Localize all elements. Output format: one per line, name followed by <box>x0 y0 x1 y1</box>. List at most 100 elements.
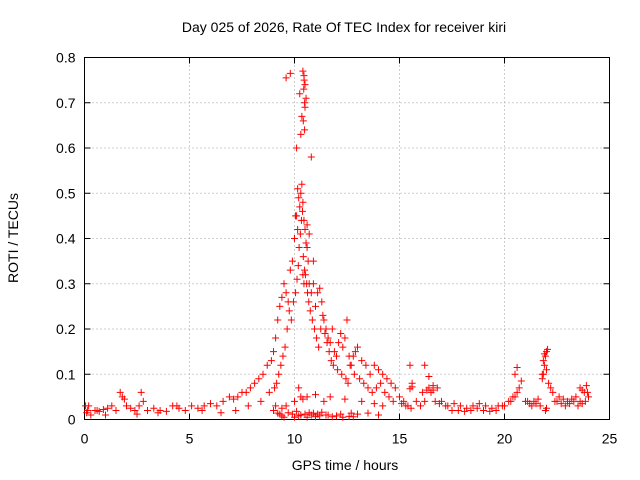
data-point <box>389 397 397 405</box>
data-point <box>296 90 304 98</box>
data-point <box>406 385 414 393</box>
x-tick-labels: 0 5 10 15 20 25 <box>81 431 618 447</box>
data-point <box>354 410 361 418</box>
data-point <box>433 384 441 392</box>
data-point <box>358 357 366 365</box>
data-point <box>517 377 525 385</box>
data-point <box>582 382 590 390</box>
data-point <box>270 406 277 414</box>
data-point <box>277 361 285 369</box>
data-point <box>102 411 109 419</box>
data-point <box>267 357 275 365</box>
data-point <box>287 316 295 324</box>
data-point <box>302 94 310 102</box>
data-point <box>301 99 309 107</box>
data-point <box>385 393 393 401</box>
data-point <box>319 311 327 319</box>
data-point <box>456 402 464 410</box>
data-point <box>541 406 549 414</box>
data-point <box>246 384 254 392</box>
data-point <box>364 384 372 392</box>
data-point <box>461 407 469 415</box>
data-point <box>230 395 238 403</box>
data-point <box>294 225 302 233</box>
data-point <box>282 289 290 297</box>
data-point <box>298 112 306 120</box>
x-tick-label: 15 <box>392 431 408 447</box>
data-point <box>139 397 147 405</box>
data-point <box>116 388 124 396</box>
data-point <box>173 402 181 410</box>
data-point <box>473 404 481 412</box>
data-point <box>300 76 308 84</box>
data-point <box>255 375 263 383</box>
y-tick-label: 0.6 <box>56 140 76 156</box>
data-point <box>383 375 391 383</box>
data-point <box>305 298 313 306</box>
data-point <box>511 393 519 401</box>
data-point <box>302 239 310 247</box>
data-point <box>213 402 221 410</box>
data-point <box>297 130 305 138</box>
data-point <box>366 370 374 378</box>
data-point <box>338 370 346 378</box>
data-point <box>532 400 540 408</box>
data-point <box>298 180 306 188</box>
data-point <box>291 235 298 242</box>
data-point <box>234 393 242 401</box>
data-point <box>511 370 519 378</box>
data-point <box>272 334 280 342</box>
data-point <box>467 406 475 414</box>
data-point <box>354 343 361 351</box>
y-tick-label: 0.1 <box>56 366 76 382</box>
data-point <box>282 74 290 82</box>
data-point <box>396 393 403 401</box>
data-point <box>194 404 202 412</box>
data-point <box>513 363 521 371</box>
data-point <box>343 316 351 324</box>
data-point <box>398 400 406 408</box>
data-point <box>301 266 309 274</box>
data-point <box>259 370 267 378</box>
data-point <box>296 230 304 238</box>
data-point <box>282 402 290 410</box>
data-point <box>585 393 592 401</box>
data-point <box>350 370 358 378</box>
data-point <box>274 316 282 324</box>
y-tick-labels: 0 0.1 0.2 0.3 0.4 0.5 0.6 0.7 0.8 <box>56 50 76 428</box>
data-point <box>120 395 128 403</box>
y-tick-label: 0.8 <box>56 50 76 66</box>
y-tick-label: 0.5 <box>56 185 76 201</box>
data-point <box>547 384 555 392</box>
data-point <box>381 388 389 396</box>
data-point <box>574 402 582 410</box>
data-point <box>351 348 359 356</box>
data-point <box>292 212 300 220</box>
data-point <box>85 402 93 410</box>
data-point <box>263 361 271 369</box>
data-point <box>318 408 326 416</box>
data-point <box>407 404 415 412</box>
data-point <box>300 280 308 288</box>
data-point <box>583 388 591 396</box>
data-point <box>475 400 483 408</box>
data-point <box>303 393 311 401</box>
data-point <box>309 257 317 265</box>
data-point <box>300 85 308 93</box>
data-point <box>150 404 158 412</box>
data-point <box>306 307 314 315</box>
data-point <box>275 370 283 378</box>
data-point <box>127 404 135 412</box>
data-point <box>144 406 151 414</box>
data-point <box>131 406 139 414</box>
data-point <box>540 361 548 369</box>
data-point <box>308 316 316 324</box>
data-point <box>553 397 561 405</box>
data-point <box>375 411 382 419</box>
data-point <box>327 357 335 365</box>
data-point <box>572 393 580 401</box>
data-point <box>293 275 301 283</box>
data-point <box>217 409 225 417</box>
data-point <box>316 284 324 292</box>
data-point <box>341 334 349 342</box>
